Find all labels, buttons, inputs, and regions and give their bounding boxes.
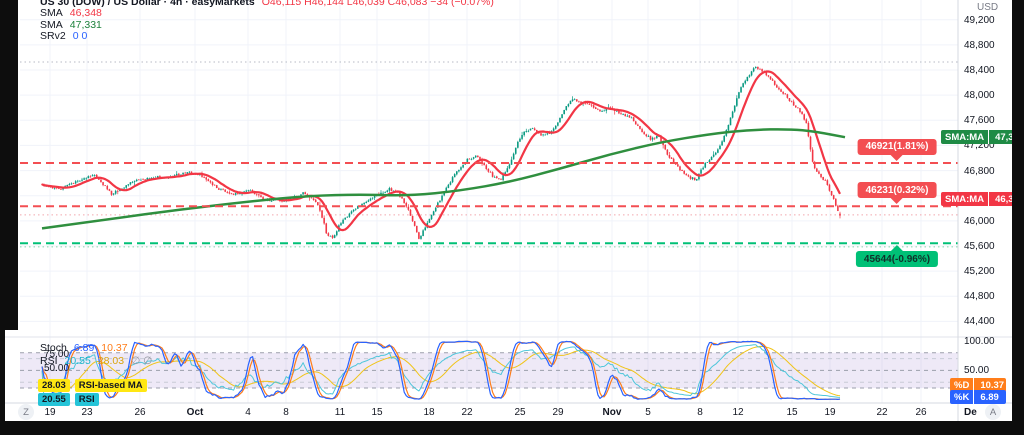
- oscillator-left-axis-tick: 75.00: [44, 349, 70, 360]
- time-axis-tick[interactable]: 12: [732, 407, 744, 418]
- alert-label-pointer: [890, 154, 903, 161]
- time-axis-tick[interactable]: 19: [44, 407, 56, 418]
- price-axis-tick[interactable]: 48,800: [964, 40, 995, 51]
- tag-label: %D: [950, 378, 974, 392]
- time-axis-tick[interactable]: Nov: [602, 407, 622, 418]
- indicator-name: SMA: [40, 18, 63, 31]
- rsi-legend-row[interactable]: RSI 20.55 28.03 ∅ ∅: [40, 356, 152, 367]
- time-axis-tick[interactable]: 22: [461, 407, 473, 418]
- legend-panel: US 30 (DOW) / US Dollar · 4h · easyMarke…: [40, 0, 494, 42]
- tag-value: 10.37: [973, 378, 1006, 392]
- price-alert-label[interactable]: 45644(-0.96%): [855, 245, 939, 268]
- oscillator-left-axis-tick: 50.00: [44, 363, 70, 374]
- indicator-value: 0 0: [72, 30, 88, 43]
- indicator-name: RSI: [40, 355, 58, 367]
- time-axis-tick[interactable]: 18: [423, 407, 435, 418]
- time-axis-tick[interactable]: 22: [876, 407, 888, 418]
- price-axis-tick[interactable]: 49,200: [964, 15, 995, 26]
- time-axis-tick[interactable]: 26: [134, 407, 146, 418]
- tag-label: SMA:MA: [941, 192, 989, 206]
- time-axis-tick[interactable]: 5: [645, 407, 651, 418]
- time-axis-tick[interactable]: 8: [697, 407, 703, 418]
- price-axis-tick[interactable]: 44,400: [964, 316, 995, 327]
- price-axis-tick[interactable]: 46,800: [964, 166, 995, 177]
- right-edge-strip: [1012, 0, 1024, 435]
- price-axis-tick[interactable]: 45,600: [964, 241, 995, 252]
- price-axis-tick[interactable]: 47,200: [964, 140, 995, 151]
- rsi-left-tag: 20.55 RSI: [38, 393, 99, 406]
- stoch-k-value: 6.89: [73, 342, 95, 354]
- rsi-empty-values: ∅ ∅: [131, 355, 153, 367]
- rsi-tag-value: 28.03: [38, 379, 70, 392]
- legend-row-sma-fast[interactable]: SMA 46,348: [40, 7, 494, 20]
- indicator-name: SRv2: [40, 30, 66, 43]
- time-axis-tick[interactable]: 23: [81, 407, 93, 418]
- bottom-edge-strip: [0, 421, 1024, 435]
- price-axis-tick[interactable]: 45,200: [964, 266, 995, 277]
- tag-label: SMA:MA: [941, 130, 989, 144]
- time-axis-tick[interactable]: 11: [334, 407, 346, 418]
- price-axis-tick[interactable]: 47,600: [964, 115, 995, 126]
- rsi-tag-label[interactable]: RSI: [74, 393, 99, 406]
- time-axis-tick[interactable]: 4: [245, 407, 251, 418]
- time-axis-tick[interactable]: 8: [283, 407, 289, 418]
- legend-row-sma-slow[interactable]: SMA 47,331: [40, 18, 494, 31]
- left-toolbar-strip: [0, 0, 18, 330]
- price-axis-currency-label[interactable]: USD: [977, 2, 999, 13]
- legend-row-srv2[interactable]: SRv2 0 0: [40, 30, 494, 43]
- auto-scale-button[interactable]: A: [985, 404, 1001, 420]
- time-axis-tick[interactable]: 29: [552, 407, 564, 418]
- time-axis-tick[interactable]: 15: [786, 407, 798, 418]
- alert-label-pointer: [891, 245, 903, 252]
- symbol-legend-row[interactable]: US 30 (DOW) / US Dollar · 4h · easyMarke…: [40, 0, 494, 8]
- ohlc-readout: O46,115 H46,144 L46,039 C46,083 −34 (−0.…: [261, 0, 494, 8]
- time-axis-tick[interactable]: 19: [824, 407, 836, 418]
- time-axis-tick[interactable]: Oct: [186, 407, 204, 418]
- stoch-k-tag: %K 6.89: [950, 390, 1006, 404]
- tag-value: 6.89: [973, 390, 1006, 404]
- rsi-tag-label[interactable]: RSI-based MA: [74, 379, 147, 392]
- rsi-value: 20.55: [64, 355, 91, 367]
- time-axis-dec-label: De: [964, 407, 977, 418]
- indicator-value: 47,331: [69, 18, 102, 31]
- price-axis-tick[interactable]: 48,000: [964, 90, 995, 101]
- stoch-legend-row[interactable]: Stoch 6.89 10.37: [40, 343, 152, 354]
- oscillator-axis-tick[interactable]: 50.00: [964, 365, 990, 376]
- price-axis-tick[interactable]: 44,800: [964, 291, 995, 302]
- oscillator-axis-tick[interactable]: 100.00: [964, 336, 995, 347]
- indicator-name: Stoch: [40, 342, 67, 354]
- tag-label: %K: [950, 390, 974, 404]
- rsi-tag-value: 20.55: [38, 393, 70, 406]
- price-axis-tick[interactable]: 48,400: [964, 65, 995, 76]
- rsi-left-tag: 28.03 RSI-based MA: [38, 379, 147, 392]
- price-axis-tick[interactable]: 46,000: [964, 216, 995, 227]
- stoch-d-tag: %D 10.37: [950, 378, 1006, 392]
- time-axis-tick[interactable]: 26: [915, 407, 927, 418]
- indicator-name: SMA: [40, 7, 63, 20]
- price-alert-label[interactable]: 46231(0.32%): [857, 182, 937, 205]
- price-alert-label[interactable]: 46921(1.81%): [857, 138, 937, 161]
- left-edge-strip: [0, 330, 5, 435]
- oscillator-legend: Stoch 6.89 10.37 RSI 20.55 28.03 ∅ ∅: [40, 343, 152, 367]
- indicator-value: 46,348: [69, 7, 102, 20]
- time-axis-tick[interactable]: 25: [514, 407, 526, 418]
- symbol-title[interactable]: US 30 (DOW) / US Dollar · 4h · easyMarke…: [40, 0, 255, 8]
- alert-label-pointer: [890, 198, 903, 205]
- time-axis-tick[interactable]: 15: [371, 407, 383, 418]
- stoch-d-value: 10.37: [101, 342, 128, 354]
- timezone-button[interactable]: Z: [18, 404, 34, 420]
- rsi-ma-value: 28.03: [97, 355, 125, 367]
